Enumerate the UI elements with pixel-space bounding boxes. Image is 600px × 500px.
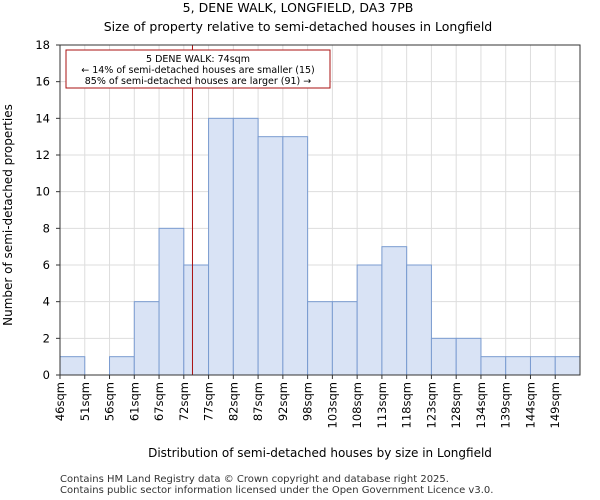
chart-title: 5, DENE WALK, LONGFIELD, DA3 7PB — [183, 0, 414, 15]
y-tick-label: 12 — [35, 148, 50, 162]
bar-77sqm — [208, 117, 234, 376]
footer-line-1: Contains HM Land Registry data © Crown c… — [60, 474, 449, 485]
bar-113sqm — [381, 246, 408, 376]
bar-118sqm — [406, 264, 432, 376]
y-tick-label: 4 — [43, 295, 50, 309]
annotation-smaller: ← 14% of semi-detached houses are smalle… — [81, 65, 315, 76]
footer-line-2: Contains public sector information licen… — [60, 485, 494, 496]
x-tick-label-67sqm: 67sqm — [152, 382, 166, 421]
chart-subtitle: Size of property relative to semi-detach… — [104, 19, 493, 34]
x-tick-label-108sqm: 108sqm — [350, 382, 364, 428]
bar-61sqm — [133, 301, 160, 376]
x-tick-label-123sqm: 123sqm — [424, 382, 438, 428]
x-tick-label-46sqm: 46sqm — [53, 382, 67, 421]
x-tick-label-56sqm: 56sqm — [103, 382, 117, 421]
bars — [59, 117, 581, 376]
bar-128sqm — [455, 337, 482, 376]
plot-frame — [59, 44, 581, 376]
x-tick-label-144sqm: 144sqm — [523, 382, 537, 428]
y-tick-label: 16 — [35, 75, 50, 89]
bar-56sqm — [109, 356, 135, 376]
y-tick-label: 18 — [35, 38, 50, 52]
bar-139sqm — [505, 356, 531, 376]
bar-123sqm — [430, 337, 457, 376]
bar-72sqm — [183, 264, 210, 376]
x-tick-label-118sqm: 118sqm — [400, 382, 414, 428]
x-tick-label-103sqm: 103sqm — [325, 382, 339, 428]
x-axis-label: Distribution of semi-detached houses by … — [148, 446, 492, 460]
bar-144sqm — [529, 356, 556, 376]
y-axis-label: Number of semi-detached properties — [1, 104, 15, 326]
bar-46sqm — [59, 356, 86, 376]
x-tick-label-128sqm: 128sqm — [449, 382, 463, 428]
x-tick-label-51sqm: 51sqm — [78, 382, 92, 421]
x-tick-label-77sqm: 77sqm — [202, 382, 216, 421]
x-tick-label-139sqm: 139sqm — [499, 382, 513, 428]
x-tick-label-149sqm: 149sqm — [548, 382, 562, 428]
x-tick-label-61sqm: 61sqm — [127, 382, 141, 421]
bar-103sqm — [331, 301, 358, 376]
bar-134sqm — [480, 356, 507, 376]
x-ticks: 46sqm 51sqm 56sqm 61sqm 67sqm 72sqm 77sqm 82sqm… — [53, 375, 562, 428]
bar-98sqm — [307, 301, 333, 376]
x-tick-label-113sqm: 113sqm — [375, 382, 389, 428]
y-tick-label: 14 — [35, 111, 50, 125]
y-tick-label: 6 — [43, 258, 50, 272]
y-ticks: 0 2 4 6 8 10 12 14 16 18 — [35, 38, 60, 382]
x-tick-label-92sqm: 92sqm — [276, 382, 290, 421]
annotation-box — [65, 49, 331, 89]
x-tick-label-134sqm: 134sqm — [474, 382, 488, 428]
bar-149sqm — [554, 356, 581, 376]
x-tick-label-87sqm: 87sqm — [251, 382, 265, 421]
y-tick-label: 0 — [43, 368, 50, 382]
bar-92sqm — [282, 136, 309, 376]
bar-87sqm — [257, 136, 284, 376]
y-tick-label: 10 — [35, 185, 50, 199]
x-tick-label-72sqm: 72sqm — [177, 382, 191, 421]
annotation-larger: 85% of semi-detached houses are larger (… — [85, 76, 312, 87]
y-tick-label: 8 — [43, 221, 50, 235]
bar-108sqm — [356, 264, 383, 376]
x-tick-label-98sqm: 98sqm — [301, 382, 315, 421]
y-tick-label: 2 — [43, 331, 50, 345]
annotation-label: 5 DENE WALK: 74sqm — [146, 54, 250, 65]
bar-82sqm — [232, 117, 259, 376]
bar-67sqm — [158, 227, 185, 376]
x-tick-label-82sqm: 82sqm — [226, 382, 240, 421]
